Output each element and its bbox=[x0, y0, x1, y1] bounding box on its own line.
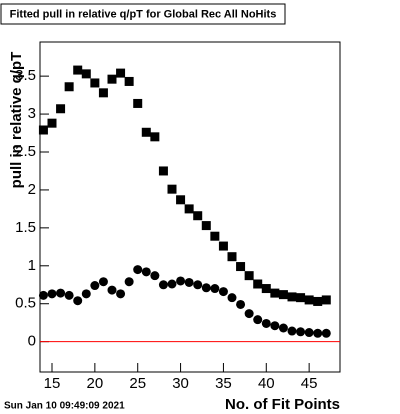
square-marker bbox=[56, 104, 66, 114]
square-marker bbox=[116, 68, 126, 78]
square-marker bbox=[167, 184, 177, 194]
circle-marker bbox=[107, 285, 117, 295]
title-box bbox=[0, 3, 286, 25]
square-marker bbox=[287, 292, 297, 302]
circle-marker bbox=[73, 296, 83, 306]
chart-title: Fitted pull in relative q/pT for Global … bbox=[10, 8, 277, 20]
circle-marker bbox=[218, 287, 228, 297]
x-tick-label: 20 bbox=[87, 375, 104, 392]
circle-marker bbox=[210, 284, 220, 294]
y-tick-label: 2 bbox=[28, 181, 36, 198]
square-marker bbox=[278, 290, 288, 300]
x-tick-label: 35 bbox=[215, 375, 232, 392]
square-marker bbox=[321, 295, 331, 305]
y-tick-label: 3.5 bbox=[15, 67, 36, 84]
circle-marker bbox=[184, 277, 194, 287]
square-marker bbox=[98, 88, 108, 98]
y-axis-label: pull in relative q/pT bbox=[8, 52, 25, 189]
circle-marker bbox=[38, 290, 48, 300]
circle-marker bbox=[47, 289, 57, 299]
square-marker bbox=[38, 125, 48, 135]
circle-marker bbox=[150, 271, 160, 281]
circle-marker bbox=[253, 315, 263, 325]
circle-marker bbox=[193, 280, 203, 290]
square-marker bbox=[107, 74, 117, 84]
circle-marker bbox=[141, 267, 151, 277]
square-marker bbox=[150, 132, 160, 142]
circle-marker bbox=[56, 288, 66, 298]
circle-marker bbox=[296, 327, 306, 337]
circle-marker bbox=[278, 323, 288, 333]
square-marker bbox=[218, 241, 228, 251]
circle-marker bbox=[227, 293, 237, 303]
circle-marker bbox=[201, 283, 211, 293]
x-tick-label: 25 bbox=[129, 375, 146, 392]
circle-marker bbox=[261, 318, 271, 328]
circle-marker bbox=[124, 277, 134, 287]
square-marker bbox=[210, 231, 220, 241]
circle-marker bbox=[176, 276, 186, 286]
circle-marker bbox=[244, 309, 254, 319]
square-marker bbox=[193, 211, 203, 221]
circle-marker bbox=[98, 277, 108, 287]
x-tick-label: 30 bbox=[172, 375, 189, 392]
y-tick-label: 1.5 bbox=[15, 219, 36, 236]
x-tick-label: 15 bbox=[44, 375, 61, 392]
square-marker bbox=[270, 288, 280, 298]
square-marker bbox=[201, 221, 211, 231]
square-marker bbox=[304, 295, 314, 305]
y-tick-label: 1 bbox=[28, 257, 36, 274]
circle-marker bbox=[158, 280, 168, 290]
square-marker bbox=[64, 82, 74, 92]
circle-marker bbox=[133, 265, 143, 275]
x-tick-label: 40 bbox=[258, 375, 275, 392]
y-tick-label: 0 bbox=[28, 333, 36, 350]
y-tick-label: 2.5 bbox=[15, 143, 36, 160]
circle-marker bbox=[270, 321, 280, 331]
square-marker bbox=[244, 271, 254, 281]
square-marker bbox=[47, 118, 57, 128]
square-marker bbox=[296, 293, 306, 303]
square-marker bbox=[313, 296, 323, 306]
circle-marker bbox=[236, 299, 246, 309]
square-marker bbox=[73, 65, 83, 75]
square-marker bbox=[227, 252, 237, 262]
y-tick-label: 3 bbox=[28, 105, 36, 122]
circle-marker bbox=[90, 281, 100, 291]
square-marker bbox=[124, 76, 134, 86]
plot-frame bbox=[39, 41, 341, 373]
timestamp: Sun Jan 10 09:49:09 2021 bbox=[4, 401, 125, 412]
circle-marker bbox=[313, 328, 323, 338]
square-marker bbox=[184, 204, 194, 214]
square-marker bbox=[90, 78, 100, 88]
circle-marker bbox=[321, 328, 331, 338]
square-marker bbox=[261, 284, 271, 294]
circle-marker bbox=[304, 328, 314, 338]
square-marker bbox=[141, 127, 151, 137]
circle-marker bbox=[167, 279, 177, 289]
square-marker bbox=[158, 166, 168, 176]
x-tick-label: 45 bbox=[301, 375, 318, 392]
circle-marker bbox=[287, 326, 297, 336]
square-marker bbox=[236, 262, 246, 272]
square-marker bbox=[133, 98, 143, 108]
square-marker bbox=[81, 69, 91, 79]
x-axis-label: No. of Fit Points bbox=[225, 396, 340, 413]
circle-marker bbox=[64, 290, 74, 300]
circle-marker bbox=[116, 289, 126, 299]
square-marker bbox=[253, 279, 263, 289]
circle-marker bbox=[81, 289, 91, 299]
y-tick-label: 0.5 bbox=[15, 295, 36, 312]
square-marker bbox=[176, 195, 186, 205]
